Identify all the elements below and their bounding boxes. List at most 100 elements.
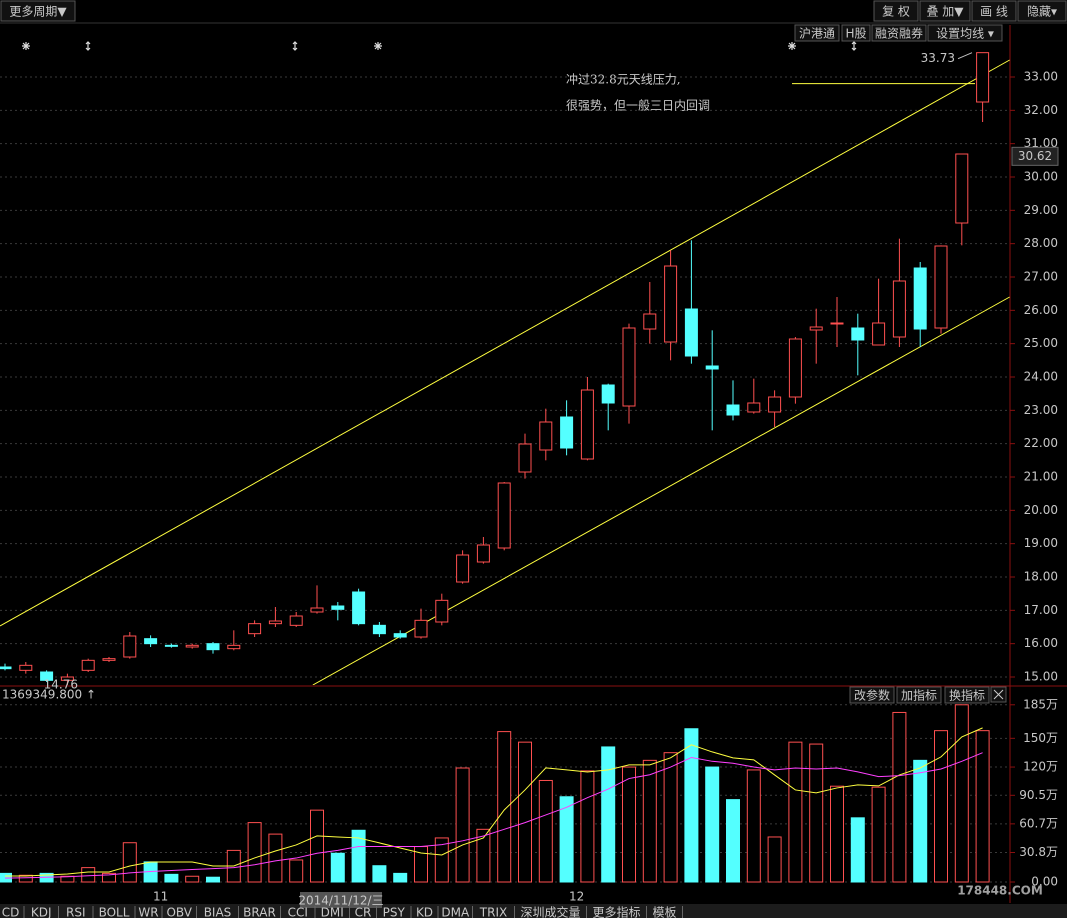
volume-bar (788, 741, 803, 883)
toolbar-button-box[interactable] (1017, 0, 1067, 22)
toolbar-button-box[interactable] (971, 0, 1017, 22)
period-button[interactable]: 更多周期▼ (9, 5, 67, 19)
tab[interactable]: KDJ (31, 906, 52, 918)
indicator-button-box[interactable] (944, 686, 990, 704)
volume-bar (164, 873, 179, 883)
volume-bar (393, 872, 408, 883)
toolbar-button-box[interactable] (873, 0, 919, 22)
candle-body (851, 327, 865, 341)
y-tick-label: 60.7万 (1019, 816, 1058, 830)
volume-bar (705, 766, 720, 883)
volume-bar (330, 852, 345, 883)
candle-body (643, 313, 657, 330)
tab[interactable]: CCI (288, 906, 308, 918)
candle-body (144, 638, 158, 645)
candle-body (934, 245, 948, 329)
max-label: 33.73 (921, 51, 955, 65)
toolbar-button-box[interactable] (919, 0, 971, 22)
volume-bar (185, 875, 200, 883)
candle-body (60, 676, 74, 681)
tab[interactable]: BIAS (204, 906, 232, 918)
candle-body (622, 327, 636, 407)
x-tick-label: 12 (569, 890, 584, 904)
trendline (0, 59, 1010, 627)
trendline (312, 296, 1010, 685)
candle-body (976, 52, 990, 103)
candle-body (664, 265, 678, 343)
volume-bar (850, 817, 865, 883)
volume-bar (206, 876, 220, 883)
tab[interactable]: BOLL (99, 906, 130, 918)
tab[interactable]: 更多指标 (592, 905, 640, 918)
subbar-button[interactable]: 融资融券 (875, 26, 923, 41)
indicator-button[interactable]: 换指标 (949, 688, 985, 703)
tab[interactable]: TRIX (479, 906, 507, 918)
cursor-date: 2014/11/12/三 (298, 894, 383, 908)
tab[interactable]: DMI (321, 906, 344, 918)
y-tick-label: 24.00 (1024, 370, 1058, 384)
tab[interactable]: KD (416, 906, 433, 918)
candle-body (268, 620, 282, 625)
candle-body (248, 623, 262, 635)
subbar-button-box[interactable] (794, 24, 840, 42)
candle-body (19, 664, 33, 671)
subbar-button[interactable]: 沪港通 (799, 27, 835, 41)
tab[interactable]: BRAR (243, 906, 276, 918)
y-tick-label: 20.00 (1024, 503, 1058, 517)
subbar-button[interactable]: H股 (845, 27, 866, 41)
candle-body (206, 643, 220, 651)
tab[interactable]: DMA (441, 906, 470, 918)
candle-body (809, 326, 823, 331)
candle-body (539, 421, 553, 451)
tab[interactable]: CD (2, 906, 20, 918)
close-icon[interactable] (993, 689, 1004, 700)
volume-bar (767, 836, 782, 883)
watermark: 178448.COM (957, 884, 1043, 898)
indicator-button[interactable]: 改参数 (854, 688, 890, 703)
volume-bar (497, 731, 512, 883)
y-tick-label: 31.00 (1024, 136, 1058, 150)
subbar-button-box[interactable] (871, 24, 927, 42)
tab[interactable]: WR (138, 906, 158, 918)
volume-bar (601, 746, 616, 883)
volume-bar (559, 796, 574, 883)
period-button-box[interactable] (0, 0, 76, 22)
indicator-button[interactable]: 加指标 (901, 688, 937, 703)
subbar-button[interactable]: 设置均线 ▾ (936, 27, 994, 41)
volume-bar (372, 865, 387, 883)
candle-body (497, 482, 511, 549)
subbar-button-box[interactable] (927, 24, 1003, 42)
volume-bar (18, 874, 33, 883)
tab[interactable]: PSY (383, 906, 406, 918)
tab[interactable]: 深圳成交量 (520, 905, 580, 918)
y-tick-label: 15.00 (1024, 670, 1058, 684)
indicator-button-box[interactable] (896, 686, 942, 704)
subbar-button-box[interactable] (841, 24, 871, 42)
candle-body (892, 280, 906, 338)
tab[interactable]: OBV (166, 906, 192, 918)
tab[interactable]: 模板 (652, 906, 676, 918)
toolbar-button[interactable]: 复 权 (882, 5, 910, 19)
candle-body (352, 591, 366, 625)
last-price-box (1011, 146, 1059, 166)
annotation-text: 冲过32.8元天线压力, (566, 72, 681, 87)
indicator-button-box[interactable] (849, 686, 895, 704)
tab[interactable]: RSI (66, 906, 86, 918)
volume-average-line (4, 752, 983, 879)
volume-bar (122, 842, 137, 883)
toolbar-button[interactable]: 隐藏▾ (1027, 5, 1057, 19)
toolbar-button[interactable]: 画 线 (980, 5, 1008, 19)
candle-body (123, 635, 137, 658)
candle-body (747, 402, 761, 413)
candle-body (456, 554, 470, 583)
y-tick-label: 28.00 (1024, 236, 1058, 250)
tab[interactable]: CR (355, 906, 372, 918)
y-tick-label: 25.00 (1024, 336, 1058, 350)
toolbar-button[interactable]: 叠 加▼ (926, 5, 964, 19)
volume-bar (871, 786, 886, 883)
candle-body (955, 153, 969, 224)
candle-body (560, 416, 574, 449)
volume-bar (351, 829, 366, 883)
